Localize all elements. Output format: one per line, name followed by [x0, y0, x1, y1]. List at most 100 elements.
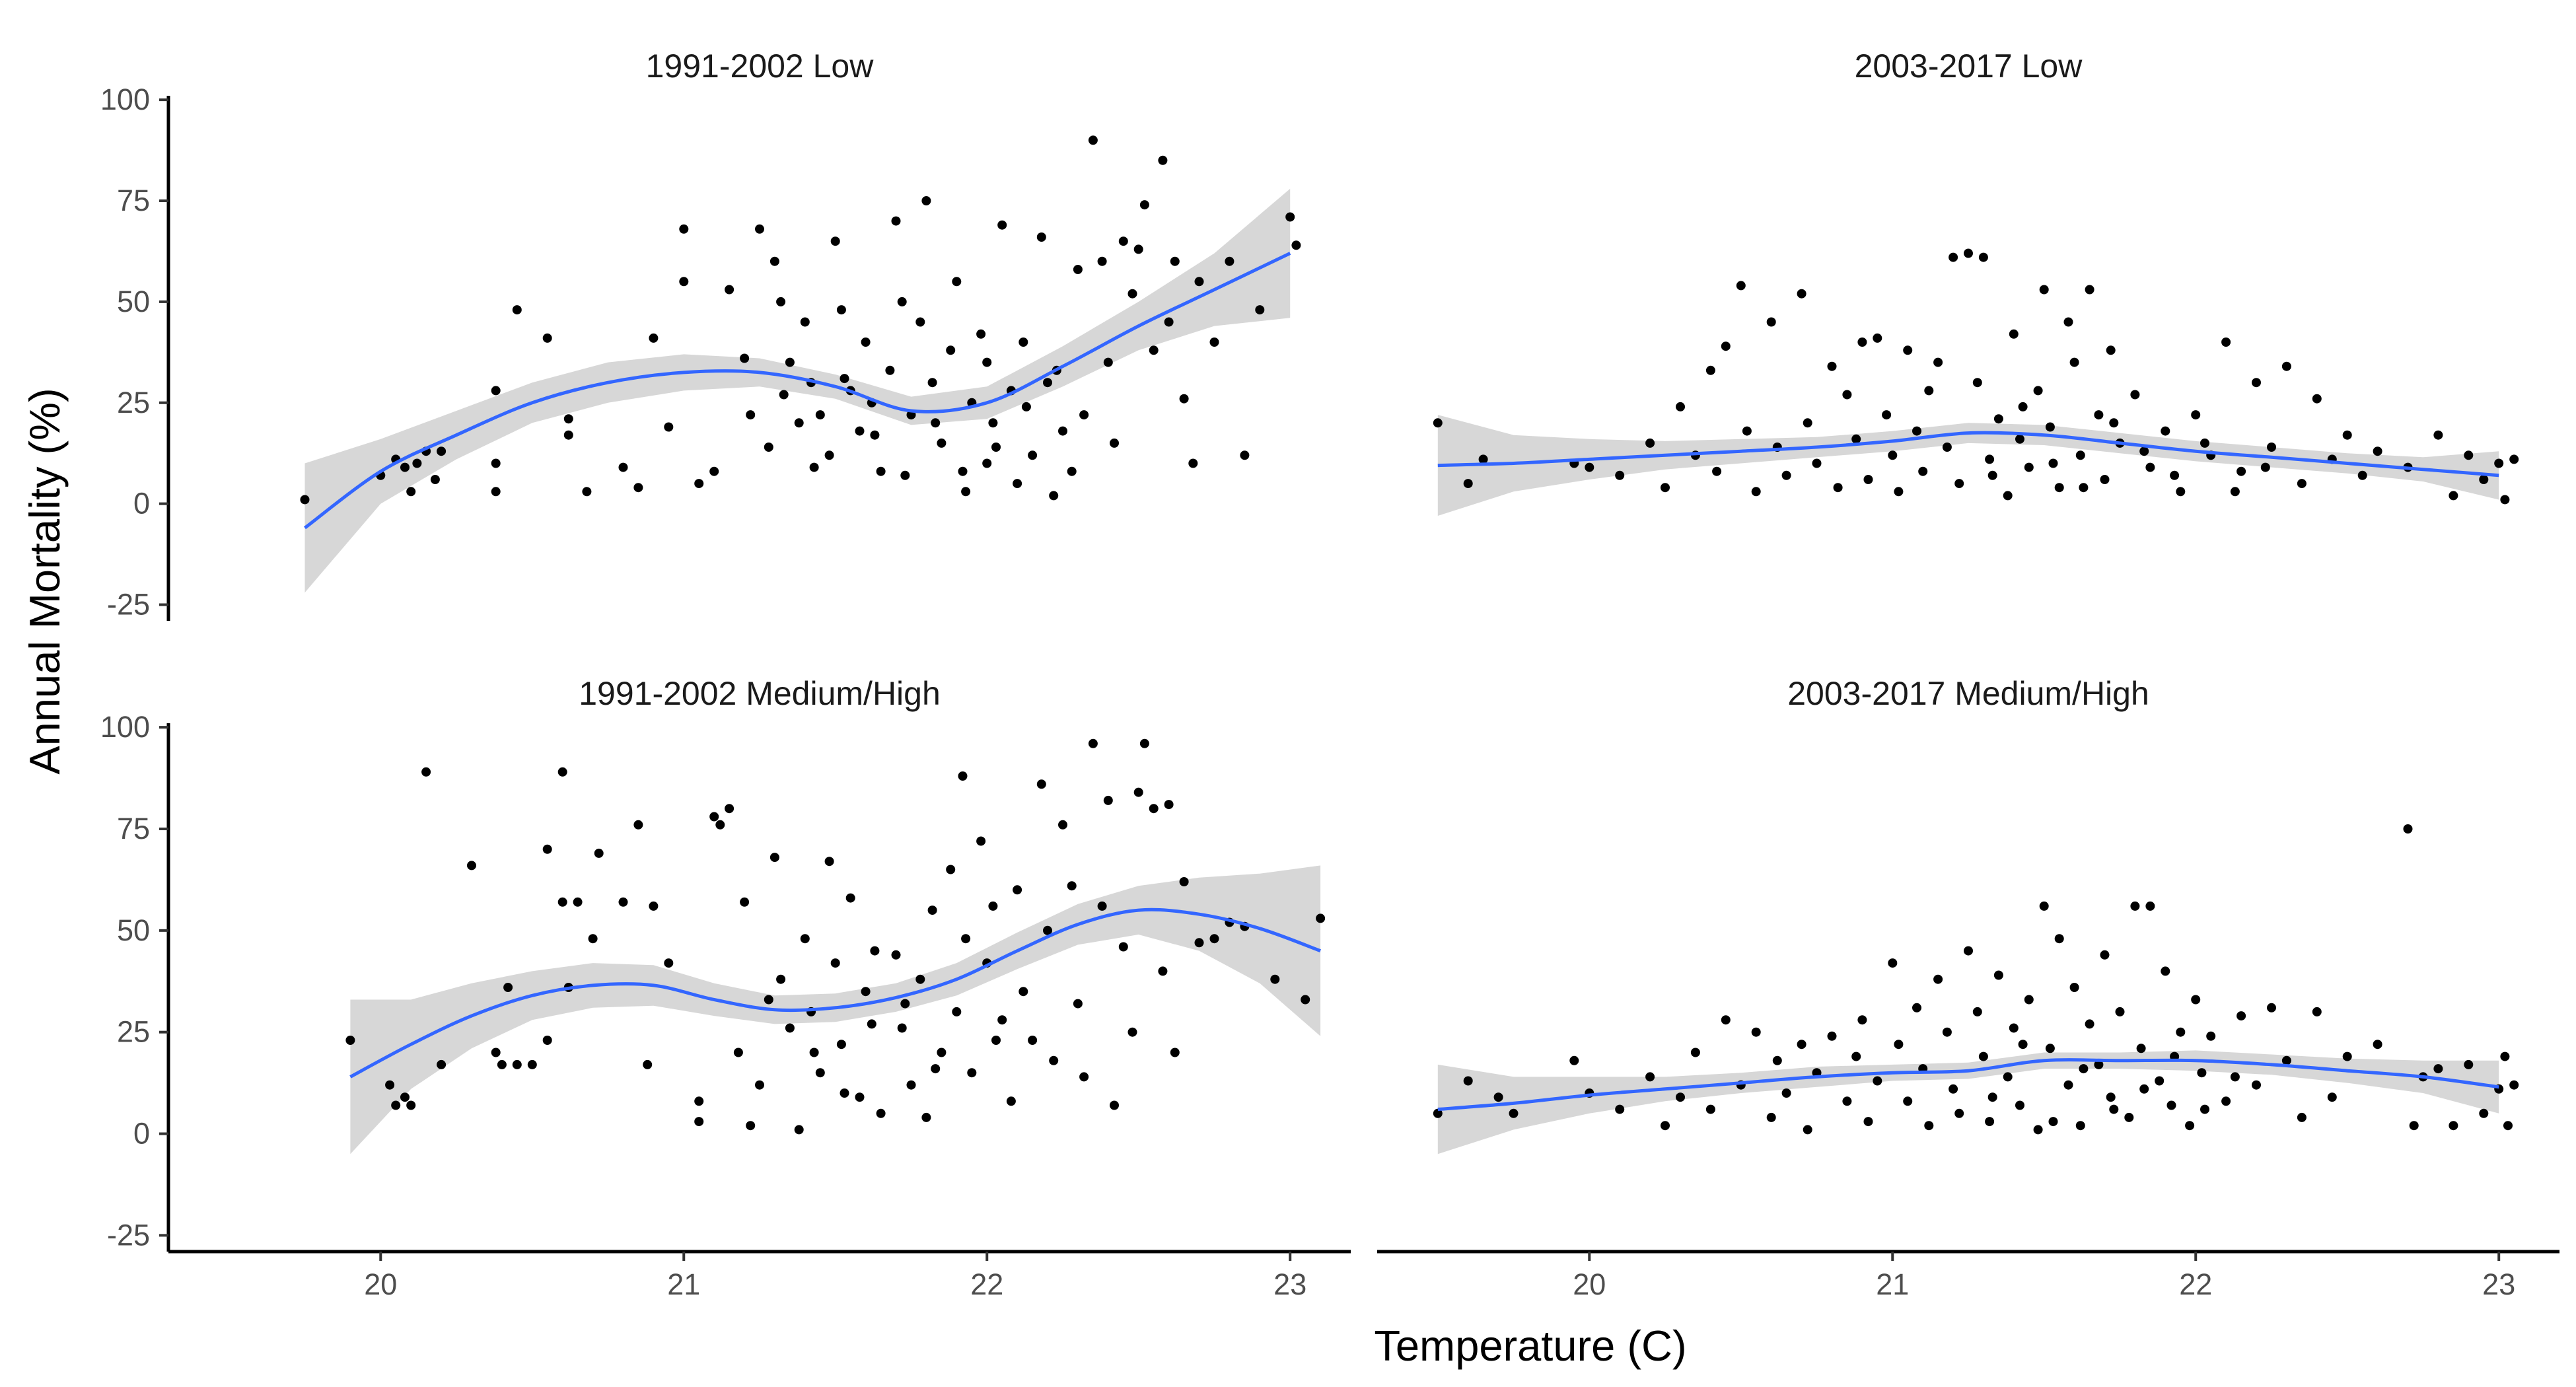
data-point: [1028, 450, 1038, 460]
data-point: [406, 487, 416, 497]
data-point: [1170, 256, 1180, 266]
data-point: [2281, 1055, 2291, 1065]
data-point: [897, 297, 907, 306]
data-point: [2191, 410, 2201, 420]
data-point: [1569, 1055, 1579, 1065]
data-point: [2048, 1117, 2058, 1127]
data-point: [2075, 1121, 2085, 1131]
data-point: [1209, 338, 1219, 347]
data-point: [1118, 236, 1128, 246]
data-point: [1067, 881, 1077, 891]
data-point: [2033, 386, 2043, 396]
data-point: [1842, 1096, 1852, 1106]
x-tick-label: 22: [970, 1267, 1003, 1301]
data-point: [1949, 1084, 1958, 1094]
data-point: [855, 1092, 865, 1102]
data-point: [1103, 795, 1113, 805]
data-point: [2139, 1084, 2149, 1094]
data-point: [2252, 378, 2261, 388]
data-point: [1097, 901, 1107, 911]
data-point: [815, 410, 825, 420]
data-point: [1433, 418, 1443, 428]
x-tick-label: 20: [364, 1267, 397, 1301]
smooth-line: [1437, 431, 2499, 478]
data-point: [2479, 475, 2489, 484]
data-point: [709, 812, 719, 822]
data-point: [1615, 1104, 1625, 1114]
data-point: [1127, 1027, 1137, 1037]
data-point: [2109, 418, 2119, 428]
data-point: [618, 462, 628, 472]
data-point: [1812, 458, 1822, 468]
data-point: [2054, 483, 2064, 493]
data-point: [391, 1100, 401, 1110]
data-point: [582, 487, 592, 497]
data-point: [497, 1059, 507, 1069]
data-point: [2170, 470, 2180, 480]
x-tick-label: 23: [2482, 1267, 2515, 1301]
data-point: [764, 443, 773, 452]
data-point: [1751, 1027, 1761, 1037]
data-point: [2136, 1044, 2146, 1053]
data-point: [946, 345, 956, 355]
data-point: [900, 999, 910, 1009]
data-point: [2069, 357, 2079, 367]
data-point: [776, 297, 786, 306]
data-point: [1888, 958, 1898, 968]
data-point: [2018, 402, 2028, 411]
data-point: [1857, 338, 1867, 347]
data-point: [1954, 479, 1964, 489]
data-point: [876, 466, 886, 476]
x-axis-title: Temperature (C): [1374, 1322, 1686, 1370]
data-point: [976, 329, 986, 339]
data-point: [870, 430, 880, 440]
data-point: [2206, 1031, 2216, 1041]
data-point: [1179, 394, 1189, 404]
data-point: [2079, 483, 2089, 493]
data-point: [900, 470, 910, 480]
data-point: [1149, 804, 1159, 814]
data-point: [421, 767, 431, 777]
data-point: [1942, 1027, 1952, 1037]
data-point: [1827, 1031, 1837, 1041]
data-point: [891, 950, 901, 960]
data-point: [982, 458, 992, 468]
data-point: [2063, 1080, 2073, 1090]
data-point: [345, 1036, 355, 1045]
data-point: [779, 390, 789, 400]
data-point: [1645, 438, 1655, 448]
data-point: [1043, 925, 1052, 935]
data-point: [557, 767, 567, 777]
data-point: [2039, 285, 2049, 295]
data-point: [769, 256, 779, 266]
data-point: [755, 1080, 764, 1090]
data-point: [2003, 491, 2013, 501]
data-point: [961, 487, 971, 497]
data-point: [2500, 495, 2510, 505]
data-point: [1164, 800, 1174, 810]
data-point: [1851, 1051, 1861, 1061]
data-point: [897, 1023, 907, 1033]
x-tick-label: 22: [2179, 1267, 2212, 1301]
data-point: [921, 196, 931, 205]
data-point: [2236, 1011, 2246, 1021]
data-point: [1978, 252, 1988, 262]
data-point: [1013, 479, 1022, 489]
data-point: [1873, 333, 1882, 343]
data-point: [1712, 466, 1722, 476]
data-point: [1863, 475, 1873, 484]
data-point: [1073, 265, 1083, 274]
x-tick-label: 20: [1573, 1267, 1606, 1301]
data-point: [2312, 394, 2322, 404]
data-point: [861, 338, 871, 347]
smooth-line: [1437, 1058, 2499, 1112]
data-point: [1013, 885, 1022, 895]
data-point: [1690, 1048, 1700, 1057]
data-point: [633, 820, 643, 830]
data-point: [1833, 483, 1843, 493]
data-point: [1972, 378, 1982, 388]
data-point: [2100, 475, 2110, 484]
data-point: [1797, 289, 1807, 299]
data-point: [557, 897, 567, 907]
